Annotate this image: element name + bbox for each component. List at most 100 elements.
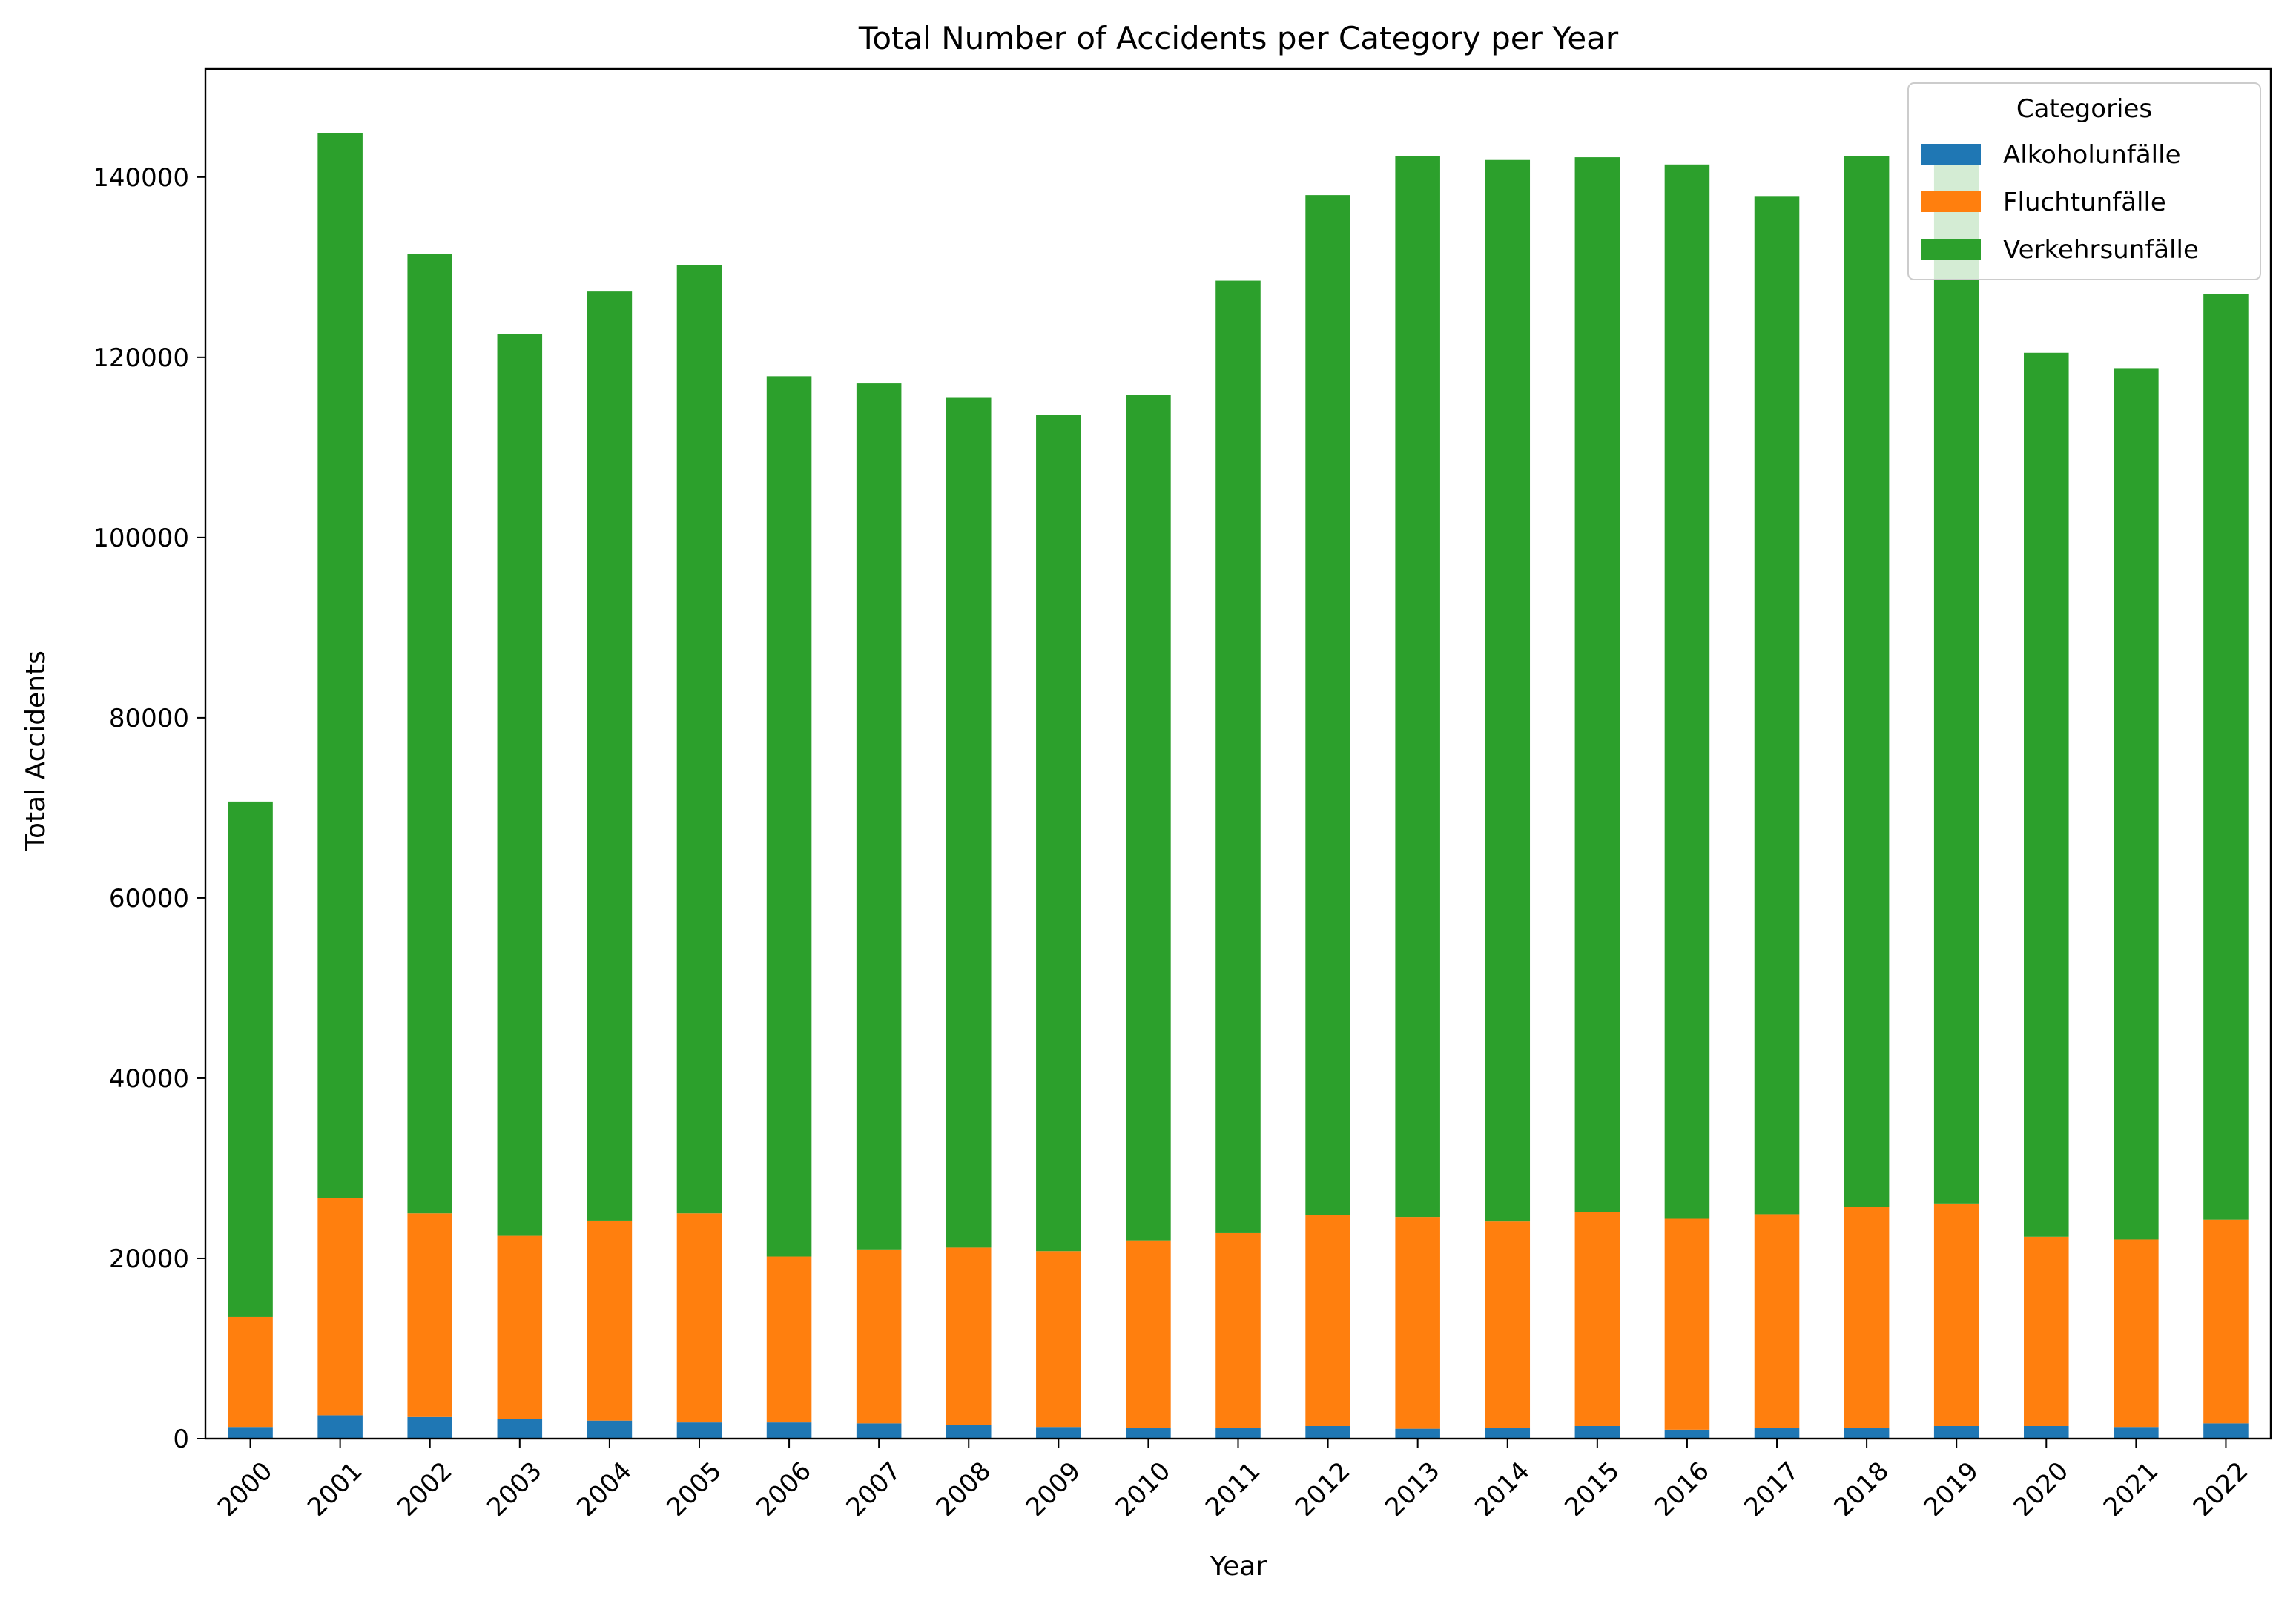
legend-swatch-alkoholunfälle — [1921, 144, 1981, 165]
bar-alkoholunfälle-2010 — [1126, 1428, 1171, 1439]
bar-verkehrsunfälle-2005 — [676, 265, 722, 1214]
x-tick-label: 2013 — [1379, 1456, 1445, 1522]
x-tick-label: 2007 — [841, 1456, 907, 1522]
bar-alkoholunfälle-2000 — [228, 1427, 273, 1439]
bar-alkoholunfälle-2015 — [1574, 1425, 1620, 1439]
legend-label-alkoholunfälle: Alkoholunfälle — [2003, 140, 2181, 170]
bar-fluchtunfälle-2009 — [1036, 1251, 1081, 1428]
bar-verkehrsunfälle-2010 — [1126, 395, 1171, 1241]
y-tick-label: 100000 — [93, 524, 189, 553]
bar-verkehrsunfälle-2000 — [228, 801, 273, 1317]
bar-alkoholunfälle-2004 — [587, 1420, 633, 1439]
bar-fluchtunfälle-2013 — [1395, 1217, 1440, 1429]
bar-alkoholunfälle-2017 — [1754, 1428, 1800, 1439]
y-tick-label: 40000 — [109, 1064, 189, 1094]
bar-fluchtunfälle-2015 — [1574, 1212, 1620, 1426]
x-axis-label: Year — [1210, 1551, 1267, 1582]
bar-verkehrsunfälle-2017 — [1754, 196, 1800, 1215]
bar-fluchtunfälle-2008 — [946, 1247, 992, 1425]
legend-swatch-verkehrsunfälle — [1921, 239, 1981, 260]
bar-fluchtunfälle-2016 — [1664, 1218, 1710, 1430]
bar-fluchtunfälle-2006 — [766, 1256, 812, 1423]
bar-alkoholunfälle-2008 — [946, 1425, 992, 1439]
bar-verkehrsunfälle-2022 — [2203, 294, 2249, 1220]
y-axis-label: Total Accidents — [21, 650, 51, 851]
x-tick-label: 2005 — [661, 1456, 727, 1522]
y-tick-label: 20000 — [109, 1244, 189, 1274]
bar-verkehrsunfälle-2021 — [2114, 368, 2159, 1240]
x-tick-label: 2015 — [1559, 1456, 1625, 1522]
legend: Categories Alkoholunfälle Fluchtunfälle Ver… — [1907, 82, 2261, 280]
bar-fluchtunfälle-2022 — [2203, 1219, 2249, 1424]
bar-verkehrsunfälle-2007 — [856, 383, 902, 1250]
bar-fluchtunfälle-2003 — [497, 1235, 543, 1419]
bar-alkoholunfälle-2018 — [1844, 1428, 1890, 1439]
bar-verkehrsunfälle-2009 — [1036, 415, 1081, 1252]
bar-alkoholunfälle-2006 — [766, 1422, 812, 1439]
x-tick-label: 2010 — [1110, 1456, 1176, 1522]
bar-verkehrsunfälle-2001 — [317, 133, 363, 1198]
bar-fluchtunfälle-2018 — [1844, 1207, 1890, 1428]
bar-verkehrsunfälle-2002 — [407, 254, 452, 1214]
bar-verkehrsunfälle-2019 — [1933, 159, 1979, 1204]
bar-alkoholunfälle-2016 — [1664, 1429, 1710, 1439]
bar-alkoholunfälle-2009 — [1036, 1427, 1081, 1439]
bar-verkehrsunfälle-2012 — [1305, 195, 1350, 1215]
x-tick-label: 2017 — [1738, 1456, 1804, 1522]
bar-fluchtunfälle-2004 — [587, 1220, 633, 1421]
bar-verkehrsunfälle-2013 — [1395, 156, 1440, 1218]
x-tick-label: 2002 — [392, 1456, 458, 1522]
x-tick-label: 2009 — [1020, 1456, 1086, 1522]
bar-alkoholunfälle-2014 — [1485, 1428, 1531, 1439]
bar-fluchtunfälle-2021 — [2114, 1239, 2159, 1428]
bar-verkehrsunfälle-2018 — [1844, 156, 1890, 1207]
x-tick-label: 2014 — [1469, 1456, 1535, 1522]
bar-fluchtunfälle-2019 — [1933, 1203, 1979, 1426]
x-tick-label: 2000 — [212, 1456, 278, 1522]
bar-fluchtunfälle-2011 — [1215, 1232, 1261, 1428]
bar-verkehrsunfälle-2015 — [1574, 157, 1620, 1213]
bar-verkehrsunfälle-2008 — [946, 397, 992, 1248]
x-tick-label: 2006 — [751, 1456, 817, 1522]
bar-verkehrsunfälle-2006 — [766, 376, 812, 1257]
bar-alkoholunfälle-2003 — [497, 1419, 543, 1439]
x-tick-label: 2004 — [571, 1456, 637, 1522]
x-tick-label: 2021 — [2098, 1456, 2164, 1522]
y-tick-label: 80000 — [109, 704, 189, 733]
bar-alkoholunfälle-2020 — [2024, 1425, 2069, 1439]
x-tick-label: 2022 — [2188, 1456, 2254, 1522]
bar-fluchtunfälle-2012 — [1305, 1215, 1350, 1426]
axes-frame — [204, 67, 2272, 1440]
bar-fluchtunfälle-2000 — [228, 1316, 273, 1428]
bar-fluchtunfälle-2014 — [1485, 1221, 1531, 1428]
y-tick-label: 0 — [173, 1425, 189, 1454]
bar-fluchtunfälle-2007 — [856, 1249, 902, 1424]
x-tick-label: 2018 — [1829, 1456, 1895, 1522]
bar-verkehrsunfälle-2003 — [497, 334, 543, 1236]
y-tick-label: 140000 — [93, 163, 189, 193]
legend-swatch-fluchtunfälle — [1921, 191, 1981, 212]
bar-fluchtunfälle-2001 — [317, 1198, 363, 1416]
x-tick-label: 2019 — [1919, 1456, 1985, 1522]
plot-area: 2000 2001 2002 2003 2004 2005 2006 2007 2008 2009… — [93, 67, 2272, 1522]
legend-box — [1907, 82, 2261, 280]
bar-verkehrsunfälle-2004 — [587, 291, 633, 1221]
bar-alkoholunfälle-2011 — [1215, 1428, 1261, 1439]
x-tick-label: 2012 — [1290, 1456, 1356, 1522]
x-tick-label: 2001 — [302, 1456, 368, 1522]
bar-alkoholunfälle-2022 — [2203, 1423, 2249, 1439]
legend-title: Categories — [2016, 94, 2152, 124]
chart-title: Total Number of Accidents per Category p… — [858, 20, 1619, 56]
legend-label-verkehrsunfälle: Verkehrsunfälle — [2003, 235, 2199, 265]
bar-verkehrsunfälle-2016 — [1664, 164, 1710, 1219]
bar-alkoholunfälle-2005 — [676, 1422, 722, 1439]
x-tick-label: 2020 — [2008, 1456, 2074, 1522]
y-tick-label: 60000 — [109, 884, 189, 914]
bar-verkehrsunfälle-2020 — [2024, 352, 2069, 1237]
bar-fluchtunfälle-2017 — [1754, 1214, 1800, 1428]
bar-fluchtunfälle-2005 — [676, 1213, 722, 1423]
bar-alkoholunfälle-2007 — [856, 1423, 902, 1439]
bar-verkehrsunfälle-2014 — [1485, 159, 1531, 1222]
x-tick-label: 2008 — [931, 1456, 997, 1522]
